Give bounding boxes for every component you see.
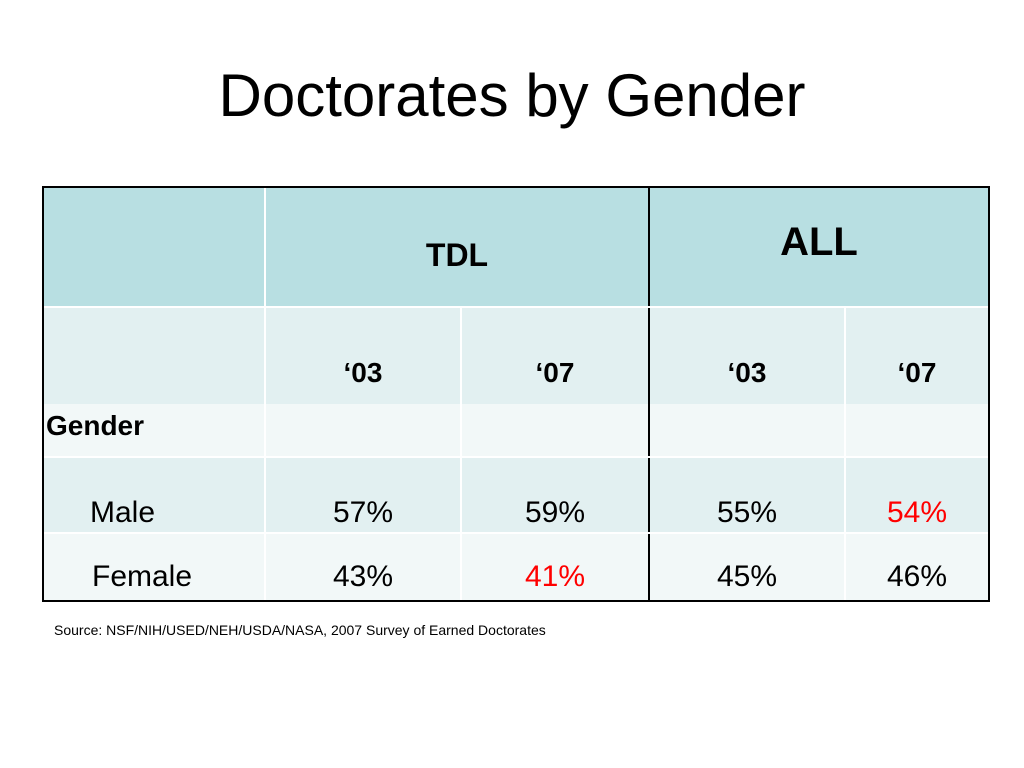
year-row-label-cell (44, 308, 266, 404)
row-label-male: Male (44, 458, 266, 532)
value-male-tdl-07: 59% (462, 458, 650, 532)
section-blank-cell (266, 404, 462, 456)
year-header-all-07: ‘07 (846, 308, 988, 404)
value-male-tdl-03: 57% (266, 458, 462, 532)
year-header-tdl-03: ‘03 (266, 308, 462, 404)
section-blank-cell (650, 404, 846, 456)
group-header-tdl: TDL (266, 188, 650, 306)
value-female-tdl-03: 43% (266, 534, 462, 600)
source-note: Source: NSF/NIH/USED/NEH/USDA/NASA, 2007… (54, 622, 546, 638)
value-female-tdl-07: 41% (462, 534, 650, 600)
row-label-female: Female (44, 534, 266, 600)
section-blank-cell (462, 404, 650, 456)
section-label-gender: Gender (44, 404, 266, 456)
value-female-all-03: 45% (650, 534, 846, 600)
year-header-tdl-07: ‘07 (462, 308, 650, 404)
header-corner-cell (44, 188, 266, 306)
value-female-all-07: 46% (846, 534, 988, 600)
slide-title: Doctorates by Gender (218, 62, 806, 129)
year-header-all-03: ‘03 (650, 308, 846, 404)
group-header-all: ALL (650, 188, 988, 306)
value-male-all-07: 54% (846, 458, 988, 532)
value-male-all-03: 55% (650, 458, 846, 532)
gender-table: TDL ALL ‘03 ‘07 ‘03 ‘07 Gender Male 57% … (42, 186, 990, 602)
section-blank-cell (846, 404, 988, 456)
